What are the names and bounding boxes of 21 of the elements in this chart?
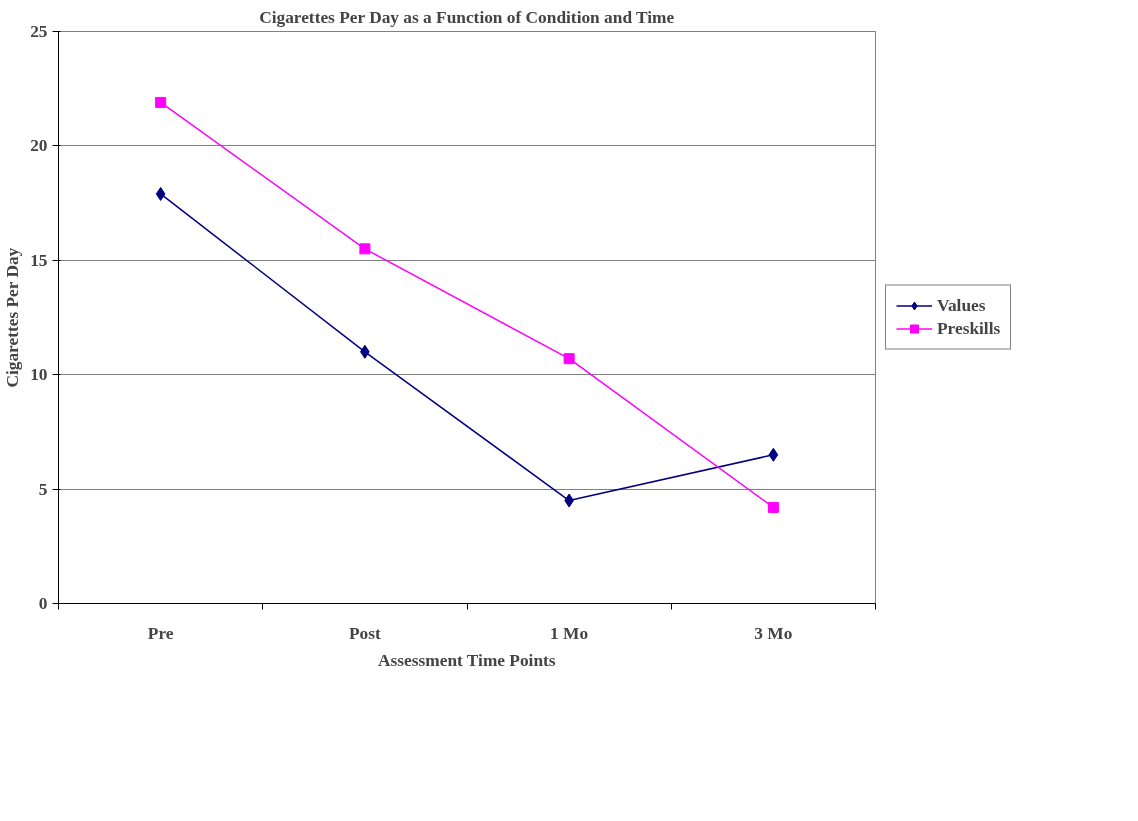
legend-label: Preskills (937, 318, 1001, 339)
point (767, 501, 779, 513)
point (563, 353, 575, 365)
y-tick-label: 20 (30, 136, 48, 156)
y-axis-title: Cigarettes Per Day (3, 247, 23, 388)
legend-label: Values (937, 295, 986, 316)
y-tick-label: 0 (38, 594, 48, 613)
y-tick-label: 5 (38, 479, 48, 499)
x-tick-label: 1 Mo (550, 623, 589, 643)
x-tick-label: Post (348, 623, 381, 643)
point (359, 243, 371, 255)
x-tick-label: 3 Mo (754, 623, 793, 643)
chart-title: Cigarettes Per Day as a Function of Condition and Time (259, 7, 675, 27)
point (155, 96, 167, 108)
x-tick-label: Pre (147, 623, 174, 643)
y-tick-label: 25 (30, 22, 48, 41)
y-tick-label: 15 (30, 250, 48, 270)
point (155, 186, 166, 201)
y-tick-label: 10 (30, 365, 48, 385)
point (768, 447, 779, 462)
x-axis-title: Assessment Time Points (378, 650, 556, 670)
